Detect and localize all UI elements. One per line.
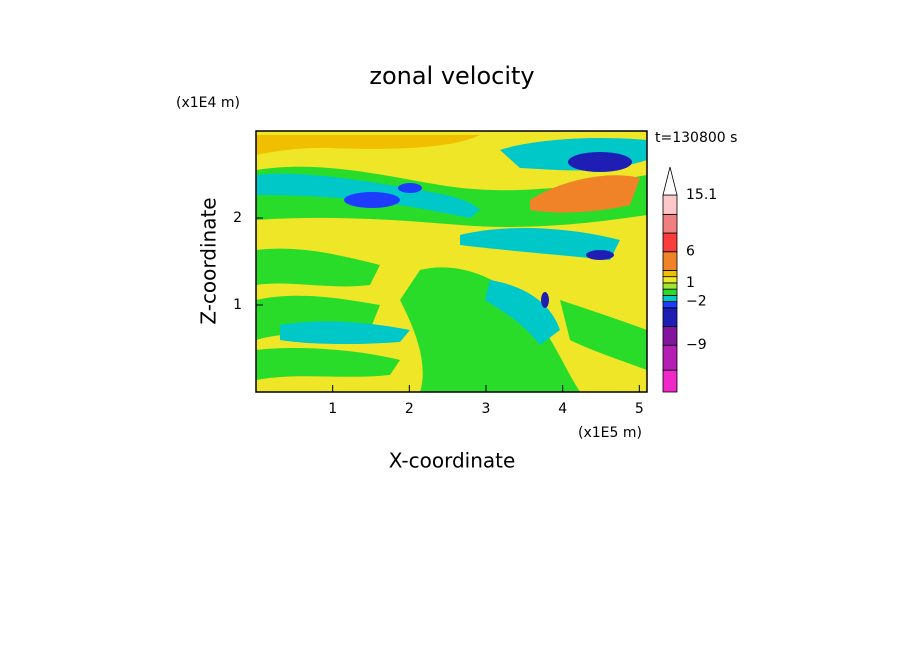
y-tick-label: 1 <box>233 297 242 313</box>
x-unit: (x1E5 m) <box>578 425 642 441</box>
plot-frame <box>255 130 648 393</box>
colorbar-tick-label: 15.1 <box>686 187 717 203</box>
colorbar-box <box>662 326 678 346</box>
x-axis-title: X-coordinate <box>389 449 516 473</box>
x-tick-label: 5 <box>635 401 644 417</box>
time-label: t=130800 s <box>655 130 737 146</box>
x-tick-label: 3 <box>482 401 491 417</box>
colorbar-box <box>662 194 678 215</box>
colorbar-tick-label: −2 <box>686 294 707 310</box>
colorbar-tick-label: −9 <box>686 337 707 353</box>
colorbar-extend <box>662 166 678 196</box>
colorbar-box <box>662 301 678 309</box>
colorbar-box <box>662 213 678 234</box>
colorbar-box <box>662 251 678 271</box>
colorbar-box <box>662 270 678 278</box>
colorbar-box <box>662 369 678 393</box>
x-tick-label: 2 <box>405 401 414 417</box>
colorbar-box <box>662 307 678 327</box>
colorbar-tick-label: 1 <box>686 275 695 291</box>
y-unit: (x1E4 m) <box>176 95 240 111</box>
x-tick-label: 4 <box>558 401 567 417</box>
colorbar-box <box>662 282 678 290</box>
chart-title: zonal velocity <box>369 62 534 90</box>
colorbar-tick-label: 6 <box>686 244 695 260</box>
colorbar-box <box>662 232 678 253</box>
x-tick-label: 1 <box>328 401 337 417</box>
colorbar-box <box>662 344 678 371</box>
colorbar-box <box>662 294 678 303</box>
contour-field <box>256 131 647 392</box>
y-axis-title: Z-coordinate <box>197 197 221 324</box>
y-tick-label: 2 <box>233 210 242 226</box>
colorbar-box <box>662 276 678 284</box>
colorbar-box <box>662 288 678 296</box>
